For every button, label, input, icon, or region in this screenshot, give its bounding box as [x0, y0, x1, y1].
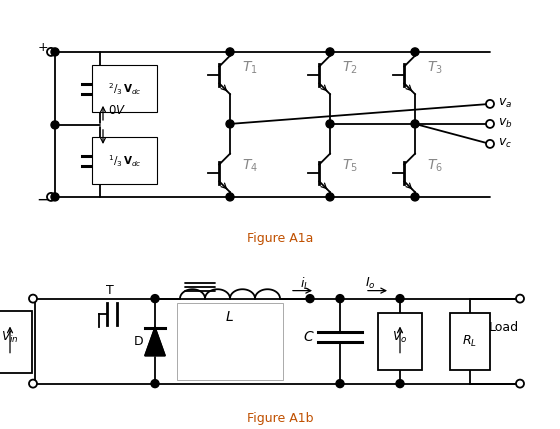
Text: L: L	[226, 310, 234, 323]
Circle shape	[47, 193, 55, 201]
Circle shape	[29, 295, 37, 302]
Text: Figure A1a: Figure A1a	[247, 233, 313, 245]
Circle shape	[226, 48, 234, 56]
Circle shape	[486, 140, 494, 148]
Circle shape	[396, 380, 404, 388]
FancyBboxPatch shape	[378, 313, 422, 370]
Text: $i_L$: $i_L$	[300, 275, 310, 292]
Text: $T_{5}$: $T_{5}$	[342, 157, 358, 174]
Circle shape	[29, 380, 37, 388]
Circle shape	[226, 120, 234, 128]
FancyBboxPatch shape	[0, 311, 32, 373]
Text: $T_{3}$: $T_{3}$	[427, 60, 443, 76]
Text: Load: Load	[489, 321, 519, 334]
Circle shape	[396, 295, 404, 302]
Circle shape	[326, 120, 334, 128]
Circle shape	[51, 121, 59, 129]
Text: $V_o$: $V_o$	[392, 330, 408, 345]
Text: T: T	[106, 284, 114, 297]
Circle shape	[411, 48, 419, 56]
Circle shape	[326, 193, 334, 201]
Text: D: D	[134, 335, 144, 348]
Circle shape	[226, 193, 234, 201]
Circle shape	[486, 100, 494, 108]
Text: C: C	[303, 329, 313, 344]
Circle shape	[411, 120, 419, 128]
Text: Figure A1b: Figure A1b	[247, 412, 313, 425]
Circle shape	[51, 48, 59, 56]
Text: $v_a$: $v_a$	[498, 97, 512, 110]
Text: $^{1}/_{3}\,\mathbf{V}_{dc}$: $^{1}/_{3}\,\mathbf{V}_{dc}$	[108, 153, 142, 169]
Circle shape	[336, 295, 344, 302]
Circle shape	[151, 380, 159, 388]
Text: −: −	[36, 191, 50, 209]
Circle shape	[516, 380, 524, 388]
FancyBboxPatch shape	[450, 313, 490, 370]
Text: $V_{in}$: $V_{in}$	[1, 330, 19, 345]
Circle shape	[47, 48, 55, 56]
Text: $T_{4}$: $T_{4}$	[242, 157, 258, 174]
Circle shape	[336, 380, 344, 388]
Text: $T_{1}$: $T_{1}$	[242, 60, 258, 76]
Text: $v_b$: $v_b$	[498, 118, 512, 130]
Text: $T_{6}$: $T_{6}$	[427, 157, 443, 174]
Circle shape	[411, 193, 419, 201]
Text: $^{2}/_{3}\,\mathbf{V}_{dc}$: $^{2}/_{3}\,\mathbf{V}_{dc}$	[108, 81, 142, 97]
Circle shape	[306, 295, 314, 302]
Polygon shape	[145, 328, 165, 356]
Text: $v_c$: $v_c$	[498, 137, 512, 151]
Circle shape	[51, 193, 59, 201]
Text: +: +	[38, 42, 48, 54]
Circle shape	[326, 48, 334, 56]
Circle shape	[151, 295, 159, 302]
Text: $I_o$: $I_o$	[365, 276, 375, 291]
Text: $T_{2}$: $T_{2}$	[342, 60, 358, 76]
Circle shape	[486, 120, 494, 128]
Text: $R_L$: $R_L$	[463, 334, 478, 349]
Text: $0V$: $0V$	[108, 104, 126, 117]
Circle shape	[516, 295, 524, 302]
